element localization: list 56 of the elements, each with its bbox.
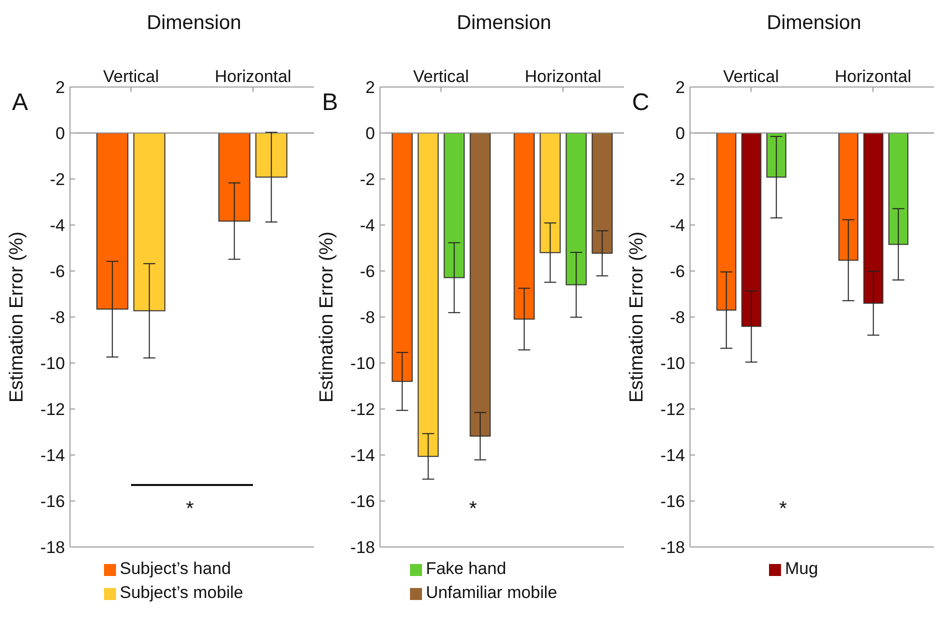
x-tick-label: Horizontal [214,67,292,86]
annotation: * [469,498,477,521]
y-tick-label: 0 [366,124,375,144]
y-tick-label: -16 [350,492,375,512]
y-tick-label: -18 [350,538,375,558]
y-tick-label: 2 [676,78,685,98]
y-tick-label: -16 [40,492,65,512]
y-tick-label: 2 [56,78,65,98]
y-axis-title: Estimation Error (%) [626,231,648,403]
legend-label: Mug [784,559,818,578]
y-axis-title: Estimation Error (%) [6,231,28,403]
y-axis-title: Estimation Error (%) [316,231,338,403]
x-tick-label: Vertical [103,67,159,86]
y-tick-label: -14 [40,446,65,466]
legend-label: Fake hand [426,559,506,578]
y-tick-label: -6 [360,262,375,282]
x-tick-label: Horizontal [524,67,602,86]
y-tick-label: -2 [50,170,65,190]
y-tick-label: -10 [350,354,375,374]
y-tick-label: -8 [360,308,375,328]
y-tick-label: -18 [660,538,685,558]
y-tick-label: -6 [50,262,65,282]
y-tick-label: -14 [660,446,685,466]
y-tick-label: -16 [660,492,685,512]
y-tick-label: -10 [660,354,685,374]
chart-title: Dimension [766,11,862,36]
x-tick-label: Vertical [413,67,469,86]
legend-label: Subject’s mobile [120,583,244,602]
text: B [322,89,338,117]
legend-label: Unfamiliar mobile [426,583,558,602]
annotation: * [186,498,194,521]
text: A [12,89,28,117]
y-tick-label: -4 [360,216,375,236]
y-tick-label: -18 [40,538,65,558]
x-tick-label: Vertical [723,67,779,86]
y-tick-label: -12 [40,400,65,420]
x-tick-label: Horizontal [834,67,912,86]
y-tick-label: -14 [350,446,375,466]
y-tick-label: 2 [366,78,375,98]
y-tick-label: -4 [50,216,65,236]
annotation: * [779,498,787,521]
legend-label: Subject’s hand [120,559,231,578]
y-tick-label: -12 [350,400,375,420]
y-tick-label: -10 [40,354,65,374]
y-tick-label: -6 [670,262,685,282]
y-tick-label: -12 [660,400,685,420]
y-tick-label: -8 [50,308,65,328]
y-tick-label: 0 [56,124,65,144]
y-tick-label: -8 [670,308,685,328]
chart-title: Dimension [146,11,242,36]
y-tick-label: -4 [670,216,685,236]
y-tick-label: -2 [360,170,375,190]
text: C [632,89,650,117]
y-tick-label: 0 [676,124,685,144]
y-tick-label: -2 [670,170,685,190]
chart-title: Dimension [456,11,552,36]
